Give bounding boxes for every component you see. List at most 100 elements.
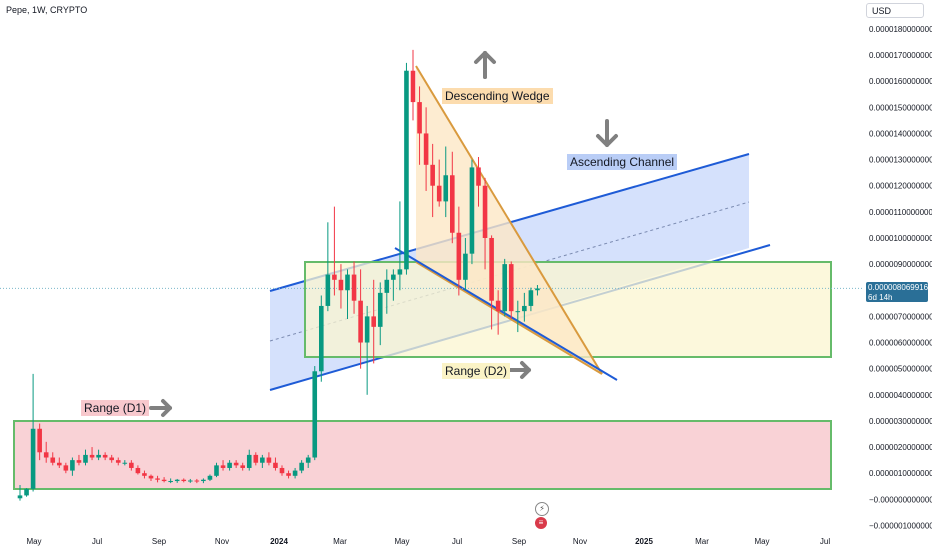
y-tick-label: 0.0000180000000 xyxy=(869,25,932,34)
candle-body xyxy=(253,454,259,463)
range-d1-box xyxy=(13,420,832,490)
candle-body xyxy=(299,462,304,471)
wedge-support-line xyxy=(394,247,618,381)
symbol-title[interactable]: Pepe, 1W, CRYPTO xyxy=(6,5,88,15)
candle-body xyxy=(201,479,206,482)
x-tick-label: Nov xyxy=(215,537,229,546)
y-tick-label: 0.0000130000000 xyxy=(869,156,932,165)
y-tick-label: 0.0000160000000 xyxy=(869,77,932,86)
candle-body xyxy=(70,460,75,471)
y-tick-label: 0.0000150000000 xyxy=(869,103,932,112)
candle-body xyxy=(89,454,95,458)
lightning-icon[interactable]: ⚡ xyxy=(535,502,549,516)
candle-body xyxy=(148,475,154,479)
arrow-right-head-2 xyxy=(520,361,531,379)
candle-body xyxy=(430,164,435,186)
x-tick-label: Mar xyxy=(695,537,709,546)
y-tick-label: 0.0000170000000 xyxy=(869,51,932,60)
y-tick-label: 0.0000070000000 xyxy=(869,312,932,321)
candle-body xyxy=(338,279,344,291)
candle-body xyxy=(469,167,475,254)
candle-body xyxy=(286,473,291,476)
x-tick-label: 2024 xyxy=(270,537,288,546)
candles-layer xyxy=(17,49,540,501)
candle-body xyxy=(312,371,318,458)
currency-selector[interactable]: USD xyxy=(866,3,924,18)
x-tick-label: May xyxy=(754,537,769,546)
candle-body xyxy=(109,457,114,461)
candle-body xyxy=(292,470,298,476)
x-tick-label: Jul xyxy=(452,537,462,546)
candle-body xyxy=(397,269,403,275)
candle-body xyxy=(266,457,272,463)
candle-body xyxy=(188,480,193,482)
range-d1-label[interactable]: Range (D1) xyxy=(81,400,150,416)
candle-body xyxy=(528,290,534,306)
candle-body xyxy=(371,316,376,327)
candle-body xyxy=(122,462,128,464)
candle-body xyxy=(515,311,521,313)
candle-body xyxy=(194,480,200,482)
candle-body xyxy=(115,460,121,463)
y-tick-label: 0.0000050000000 xyxy=(869,365,932,374)
arrow-up-head xyxy=(474,51,496,64)
candle-body xyxy=(502,264,507,312)
candle-body xyxy=(450,175,455,233)
candle-body xyxy=(325,274,331,306)
candle-body xyxy=(37,428,42,453)
x-tick-label: Sep xyxy=(512,537,527,546)
candle-body xyxy=(260,457,265,463)
last-price-label: 0.000008069916 6d 14h xyxy=(866,282,928,302)
arrow-down-head xyxy=(596,134,618,147)
x-tick-label: Nov xyxy=(573,537,587,546)
candle-body xyxy=(391,274,396,280)
y-tick-label: 0.0000040000000 xyxy=(869,391,932,400)
candle-body xyxy=(443,175,449,202)
candle-body xyxy=(345,274,350,291)
candle-body xyxy=(227,462,232,468)
x-tick-label: Jul xyxy=(92,537,102,546)
candle-body xyxy=(214,465,219,476)
channel-midline xyxy=(269,201,750,342)
candle-body xyxy=(535,288,540,291)
y-tick-label: 0.0000120000000 xyxy=(869,182,932,191)
candle-body xyxy=(142,473,147,476)
candle-body xyxy=(50,457,56,463)
candle-body xyxy=(358,300,363,343)
axes-layer: 0.0000180000000 0.0000170000000 0.00001600… xyxy=(26,25,932,546)
candle-body xyxy=(135,467,141,474)
candle-body xyxy=(417,102,422,134)
bar-countdown: 6d 14h xyxy=(868,292,893,302)
y-tick-label: 0.0000020000000 xyxy=(869,443,932,452)
candle-body xyxy=(102,454,108,458)
y-tick-label: 0.0000030000000 xyxy=(869,417,932,426)
candle-body xyxy=(273,462,278,468)
candle-body xyxy=(76,460,82,463)
candle-body xyxy=(30,428,36,489)
candle-body xyxy=(174,479,180,482)
candle-body xyxy=(463,253,468,280)
candle-body xyxy=(207,475,213,480)
candle-body xyxy=(476,167,481,186)
candle-body xyxy=(83,454,88,463)
ascending-channel-label[interactable]: Ascending Channel xyxy=(567,154,678,170)
y-tick-label: 0.0000110000000 xyxy=(869,208,932,217)
candle-body xyxy=(436,185,442,202)
wedge-upper-line xyxy=(415,65,603,375)
candle-body xyxy=(96,454,101,458)
descending-wedge-label[interactable]: Descending Wedge xyxy=(442,88,553,104)
y-tick-label: 0.0000100000000 xyxy=(869,234,932,243)
arrow-right-head xyxy=(161,399,172,417)
candle-body xyxy=(423,133,429,165)
flag-icon[interactable]: ≡ xyxy=(535,517,547,529)
candle-body xyxy=(233,462,239,466)
x-tick-label: Sep xyxy=(152,537,167,546)
candle-body xyxy=(43,452,49,458)
candle-body xyxy=(482,185,488,238)
candle-body xyxy=(17,495,23,499)
candle-body xyxy=(181,479,187,482)
candle-body xyxy=(495,300,501,312)
candle-body xyxy=(522,305,527,312)
range-d2-label[interactable]: Range (D2) xyxy=(442,363,511,379)
